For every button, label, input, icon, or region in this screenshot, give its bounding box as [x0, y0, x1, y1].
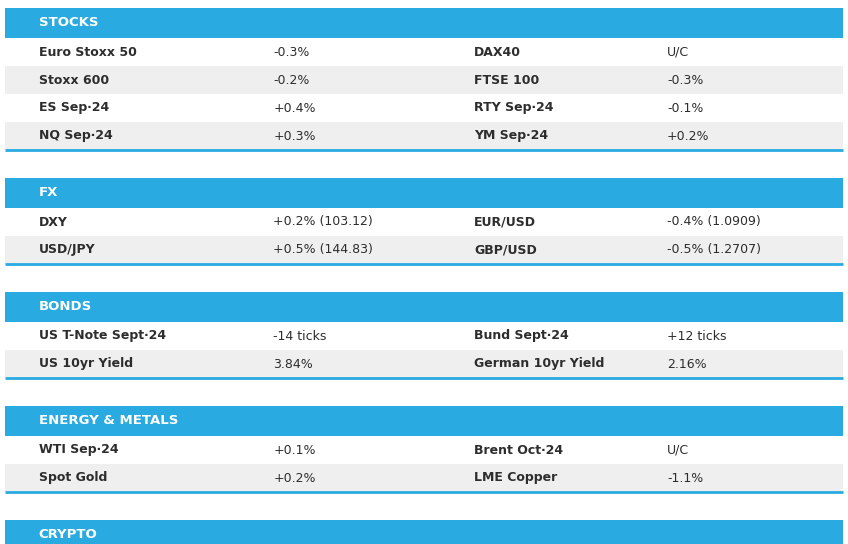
Text: -1.1%: -1.1%	[667, 472, 703, 485]
Text: Spot Gold: Spot Gold	[38, 472, 107, 485]
Text: GBP/USD: GBP/USD	[474, 244, 537, 257]
Text: U/C: U/C	[667, 46, 689, 59]
Text: FTSE 100: FTSE 100	[474, 73, 539, 86]
Bar	[5, 520, 843, 544]
Text: -0.1%: -0.1%	[667, 102, 703, 114]
Text: Bund Sept‧24: Bund Sept‧24	[474, 330, 569, 343]
Text: U/C: U/C	[667, 443, 689, 456]
Text: RTY Sep‧24: RTY Sep‧24	[474, 102, 554, 114]
Text: German 10yr Yield: German 10yr Yield	[474, 357, 605, 370]
Bar	[5, 236, 843, 264]
Text: -0.2%: -0.2%	[273, 73, 310, 86]
Text: USD/JPY: USD/JPY	[38, 244, 95, 257]
Text: Stoxx 600: Stoxx 600	[38, 73, 109, 86]
Text: ENERGY & METALS: ENERGY & METALS	[38, 415, 178, 428]
Text: WTI Sep‧24: WTI Sep‧24	[38, 443, 118, 456]
Bar	[5, 38, 843, 66]
Bar	[5, 350, 843, 378]
Bar	[5, 292, 843, 322]
Text: +0.2%: +0.2%	[273, 472, 315, 485]
Text: -0.3%: -0.3%	[667, 73, 703, 86]
Bar	[5, 8, 843, 38]
Text: Euro Stoxx 50: Euro Stoxx 50	[38, 46, 137, 59]
Text: STOCKS: STOCKS	[38, 16, 98, 29]
Text: -0.3%: -0.3%	[273, 46, 310, 59]
Text: ES Sep‧24: ES Sep‧24	[38, 102, 109, 114]
Text: US T-Note Sept‧24: US T-Note Sept‧24	[38, 330, 165, 343]
Text: CRYPTO: CRYPTO	[38, 529, 98, 541]
Text: +0.2%: +0.2%	[667, 129, 710, 143]
Text: DXY: DXY	[38, 215, 67, 228]
Text: +0.5% (144.83): +0.5% (144.83)	[273, 244, 373, 257]
Text: US 10yr Yield: US 10yr Yield	[38, 357, 132, 370]
Bar	[5, 464, 843, 492]
Bar	[5, 122, 843, 150]
Text: +0.2% (103.12): +0.2% (103.12)	[273, 215, 373, 228]
Text: FX: FX	[38, 187, 58, 200]
Text: +0.1%: +0.1%	[273, 443, 315, 456]
Bar	[5, 406, 843, 436]
Text: -14 ticks: -14 ticks	[273, 330, 326, 343]
Text: +0.4%: +0.4%	[273, 102, 315, 114]
Text: Brent Oct‧24: Brent Oct‧24	[474, 443, 563, 456]
Bar	[5, 208, 843, 236]
Text: 2.16%: 2.16%	[667, 357, 706, 370]
Bar	[5, 178, 843, 208]
Text: +0.3%: +0.3%	[273, 129, 315, 143]
Text: EUR/USD: EUR/USD	[474, 215, 536, 228]
Text: NQ Sep‧24: NQ Sep‧24	[38, 129, 112, 143]
Text: DAX40: DAX40	[474, 46, 522, 59]
Text: 3.84%: 3.84%	[273, 357, 313, 370]
Text: +12 ticks: +12 ticks	[667, 330, 727, 343]
Text: LME Copper: LME Copper	[474, 472, 557, 485]
Text: YM Sep‧24: YM Sep‧24	[474, 129, 549, 143]
Text: -0.5% (1.2707): -0.5% (1.2707)	[667, 244, 761, 257]
Bar	[5, 436, 843, 464]
Bar	[5, 94, 843, 122]
Bar	[5, 322, 843, 350]
Text: -0.4% (1.0909): -0.4% (1.0909)	[667, 215, 761, 228]
Text: BONDS: BONDS	[38, 300, 92, 313]
Bar	[5, 66, 843, 94]
